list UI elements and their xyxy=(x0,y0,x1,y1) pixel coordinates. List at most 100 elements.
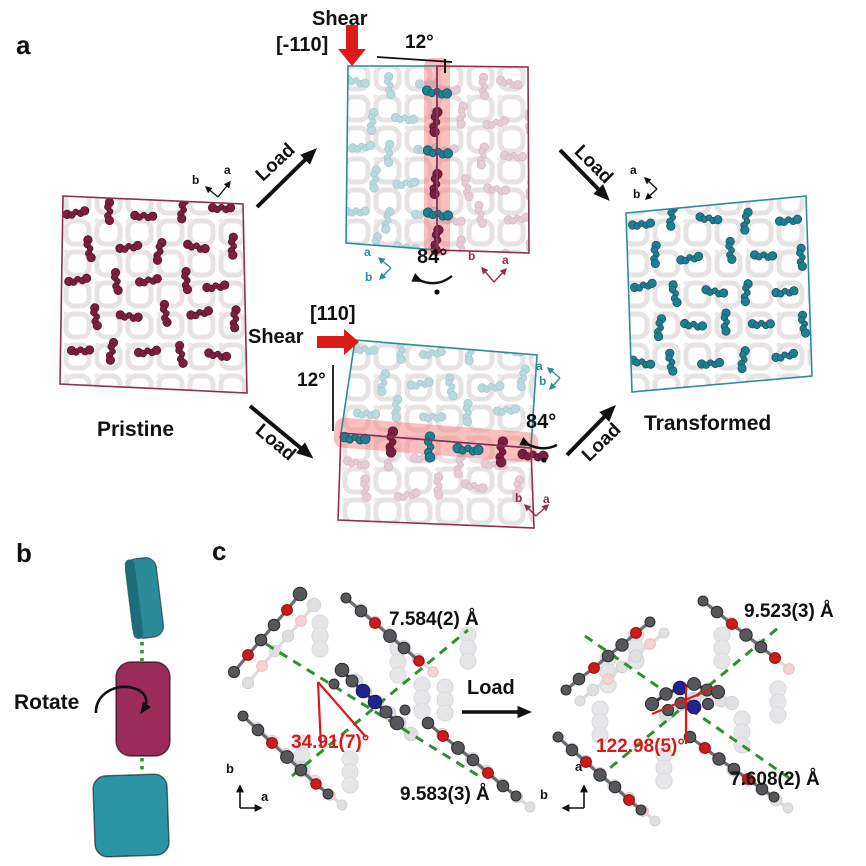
molecule-dumbbell xyxy=(348,140,376,153)
molecule-dumbbell xyxy=(460,479,488,493)
molecule-dumbbell xyxy=(478,72,490,101)
panel-c-art xyxy=(227,586,795,827)
molecule-dumbbell xyxy=(676,251,704,265)
molecule-dumbbell xyxy=(720,308,731,336)
rotate-arrow-icon xyxy=(94,685,152,715)
molecule-dumbbell xyxy=(512,475,524,503)
molecule-dumbbell xyxy=(105,337,119,365)
axis-b: b xyxy=(226,761,234,776)
molecule-dumbbell xyxy=(415,78,437,89)
rotate-label: Rotate xyxy=(14,691,80,714)
tilt-angle-top: 12° xyxy=(405,32,434,53)
molecule-grid xyxy=(62,196,241,368)
molecule-dumbbell xyxy=(64,273,92,286)
transformed-label: Transformed xyxy=(644,412,772,435)
panel-c-label: c xyxy=(212,536,227,566)
molecule-dumbbell xyxy=(383,72,396,100)
axes-teal-top xyxy=(377,257,392,280)
molecule-dumbbell xyxy=(695,212,723,225)
molecule-dumbbell xyxy=(495,436,509,468)
transformed-crystal xyxy=(625,195,813,393)
pristine-label: Pristine xyxy=(97,418,175,441)
axis-a: a xyxy=(261,789,269,804)
molecule-dumbbell xyxy=(351,343,379,356)
molecule-dumbbell xyxy=(453,451,467,479)
molecule-dumbbell xyxy=(133,345,162,358)
shear-mid-label: Shear xyxy=(248,326,304,348)
axes-black-c-left xyxy=(236,784,263,812)
tilt-reference-line xyxy=(376,56,453,63)
molecule-dumbbell xyxy=(110,267,123,295)
panel-a-art xyxy=(59,25,813,529)
molecule-dumbbell xyxy=(495,75,523,90)
molecule-dumbbell xyxy=(462,398,473,427)
molecule-dumbbell xyxy=(346,206,370,217)
sheared-crystal-vertical xyxy=(345,56,530,256)
axis-b: b xyxy=(539,374,547,388)
molecule-dumbbell xyxy=(740,207,753,235)
molecule-dumbbell xyxy=(207,203,236,214)
axes-maroon-top xyxy=(481,266,507,283)
axis-a: a xyxy=(364,245,371,259)
molecule-dumbbell xyxy=(393,488,421,502)
molecule-dumbbell xyxy=(227,232,238,260)
molecule-dumbbell xyxy=(516,364,531,392)
molecule-dumbbell xyxy=(385,426,399,458)
axis-a: a xyxy=(575,759,583,774)
molecule-dumbbell xyxy=(366,107,379,136)
molecule-dumbbell xyxy=(503,212,529,225)
sheared-crystal-horizontal xyxy=(332,339,549,529)
molecule-dumbbell xyxy=(418,347,446,360)
molecule-dumbbell xyxy=(771,348,799,362)
molecule-dumbbell xyxy=(445,373,458,401)
molecule-dumbbell xyxy=(369,165,381,193)
molecule-block-bottom xyxy=(92,773,170,858)
molecule-dumbbell xyxy=(135,274,162,287)
rotation-angle-mid: 84° xyxy=(526,411,557,433)
distance-top-right: 9.523(3) Å xyxy=(744,601,834,622)
axes-black-c-right xyxy=(561,784,588,812)
molecule-dumbbell xyxy=(630,278,657,293)
axis-a: a xyxy=(630,163,637,177)
rotation-angle-top: 84° xyxy=(417,246,448,268)
rotation-arc-bottom xyxy=(519,437,558,463)
molecule-dumbbell xyxy=(750,250,778,261)
molecule-dumbbell xyxy=(476,142,489,170)
molecule-dumbbell xyxy=(186,306,214,320)
molecule-dumbbell xyxy=(229,305,241,333)
axis-a: a xyxy=(502,253,509,267)
molecule-grid xyxy=(627,203,811,376)
panel-b-art xyxy=(92,557,171,858)
shear-arrow-down-icon xyxy=(338,25,366,66)
axes-black-pristine xyxy=(204,180,231,198)
molecule-dumbbell xyxy=(697,357,725,369)
molecule-dumbbell xyxy=(653,314,667,342)
molecule-dumbbell xyxy=(483,183,511,195)
molecule-dumbbell xyxy=(433,472,444,500)
molecule-dumbbell xyxy=(701,285,729,298)
molecule-dumbbell xyxy=(627,218,656,230)
axis-a: a xyxy=(536,359,543,373)
load-arrow-3 xyxy=(248,404,314,459)
molecule-dumbbell xyxy=(66,345,95,356)
molecule-dumbbell xyxy=(204,348,232,361)
axis-b: b xyxy=(468,249,476,263)
axis-b: b xyxy=(365,270,373,284)
molecule-dumbbell xyxy=(492,404,520,416)
molecule-dumbbell xyxy=(381,206,395,234)
molecule-dumbbell xyxy=(130,210,158,222)
molecule-dumbbell xyxy=(500,150,528,162)
molecule-dumbbell xyxy=(771,286,799,298)
distance-bottom-right: 7.608(2) Å xyxy=(730,769,820,790)
load-arrow-1 xyxy=(255,148,317,209)
molecule-dumbbell xyxy=(477,381,505,393)
axis-b: b xyxy=(633,187,641,201)
axes-teal-mid xyxy=(546,367,561,391)
molecule-block-top xyxy=(124,557,165,639)
molecule-dumbbell xyxy=(159,299,172,327)
molecule-dumbbell xyxy=(115,310,143,322)
molecule-dumbbell xyxy=(452,442,484,456)
molecule-dumbbell xyxy=(391,394,403,423)
